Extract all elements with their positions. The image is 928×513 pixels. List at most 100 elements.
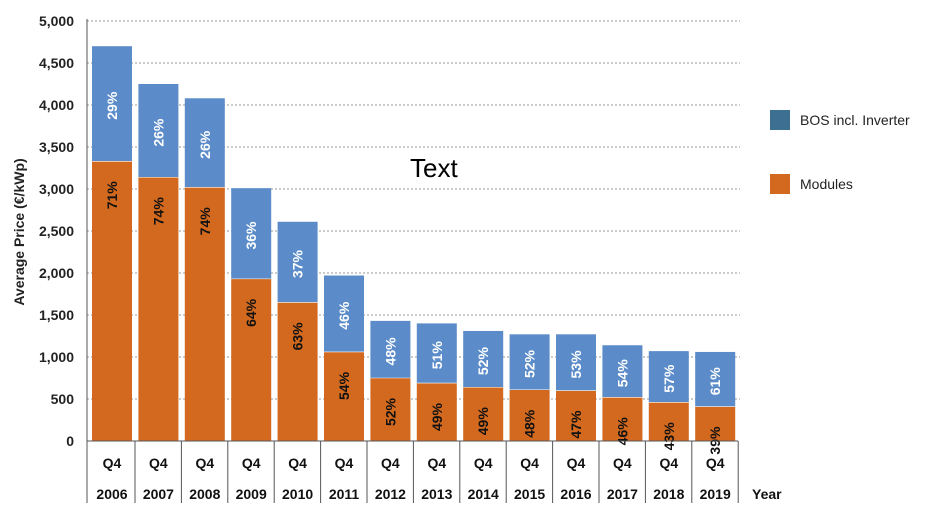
data-label-modules: 52% (382, 397, 398, 426)
x-tick-year: 2010 (282, 486, 313, 502)
data-label-bos: 46% (336, 301, 352, 330)
x-tick-quarter: Q4 (520, 455, 539, 471)
bar-modules (695, 406, 736, 441)
bar-modules (648, 402, 689, 441)
bar-modules (324, 351, 364, 441)
data-label-bos: 54% (614, 359, 630, 388)
x-tick-quarter: Q4 (149, 455, 168, 471)
y-tick-label: 3,500 (39, 139, 74, 155)
legend-label: BOS incl. Inverter (800, 112, 910, 128)
y-tick-label: 3,000 (39, 181, 74, 197)
bar-modules (231, 278, 272, 441)
y-axis-ticks: 0 500 1,000 1,500 2,000 2,500 3,000 3,500 4,000 4… (39, 13, 74, 449)
bar-modules (370, 378, 411, 441)
x-tick-quarter: Q4 (567, 455, 586, 471)
data-label-bos: 48% (382, 337, 398, 366)
data-label-modules: 46% (614, 417, 630, 446)
overlay-text: Text (410, 153, 458, 183)
bar-modules (92, 161, 132, 441)
x-tick-year: 2011 (329, 486, 360, 502)
x-tick-year: 2009 (236, 486, 267, 502)
bar-modules (416, 383, 457, 441)
bar-modules (556, 390, 596, 441)
y-tick-label: 1,500 (39, 307, 74, 323)
y-tick-label: 2,000 (39, 265, 74, 281)
legend-label: Modules (800, 176, 853, 192)
data-label-modules: 47% (568, 410, 584, 439)
bars: 71% 29% 74% 26% 74% 26% 64% 36% 63% 37% 54% 46% 52% 4… (92, 46, 736, 455)
bar-bos (231, 188, 272, 279)
x-tick-quarter: Q4 (335, 455, 354, 471)
x-tick-year: 2017 (607, 486, 638, 502)
y-tick-label: 500 (51, 391, 75, 407)
data-label-bos: 57% (661, 364, 677, 393)
data-label-modules: 49% (475, 407, 491, 436)
data-label-modules: 63% (290, 322, 306, 351)
x-tick-year: 2006 (96, 486, 127, 502)
x-tick-year: 2018 (653, 486, 684, 502)
x-tick-quarter: Q4 (474, 455, 493, 471)
bar-modules (184, 187, 225, 441)
data-label-bos: 37% (290, 250, 306, 279)
bar-modules (277, 302, 318, 441)
bar-bos (184, 98, 225, 188)
x-axis-title: Year (752, 486, 782, 502)
data-label-modules: 43% (661, 422, 677, 451)
bar-bos (277, 221, 318, 303)
x-tick-year: 2012 (375, 486, 406, 502)
data-label-bos: 61% (707, 367, 723, 396)
legend: BOS incl. Inverter Modules (770, 110, 910, 194)
x-tick-quarter: Q4 (659, 455, 678, 471)
bar-bos (92, 46, 132, 162)
x-tick-quarter: Q4 (613, 455, 632, 471)
bar-modules (602, 397, 643, 441)
data-label-modules: 49% (429, 402, 445, 431)
y-tick-label: 1,000 (39, 349, 74, 365)
data-label-bos: 26% (150, 118, 166, 147)
data-label-bos: 52% (475, 347, 491, 376)
y-axis-label: Average Price (€/kWp) (11, 158, 27, 305)
bar-bos (602, 345, 643, 398)
data-label-bos: 51% (429, 341, 445, 370)
data-label-modules: 74% (150, 197, 166, 226)
data-label-bos: 53% (568, 350, 584, 379)
data-label-modules: 74% (197, 207, 213, 236)
bar-bos (138, 84, 179, 178)
x-tick-year: 2016 (560, 486, 591, 502)
y-tick-label: 4,000 (39, 97, 74, 113)
bar-bos (648, 351, 689, 403)
data-label-bos: 26% (197, 130, 213, 159)
x-tick-quarter: Q4 (195, 455, 214, 471)
legend-swatch (770, 174, 790, 194)
x-tick-year: 2008 (189, 486, 220, 502)
bar-modules (138, 177, 179, 442)
data-label-bos: 36% (243, 221, 259, 250)
x-tick-quarter: Q4 (103, 455, 122, 471)
bar-modules (509, 389, 550, 441)
bar-bos (370, 320, 411, 378)
data-label-modules: 48% (522, 409, 538, 438)
x-tick-year: 2013 (421, 486, 452, 502)
bar-bos (416, 323, 457, 384)
bar-bos (509, 334, 550, 390)
x-tick-year: 2007 (143, 486, 174, 502)
x-tick-year: 2019 (700, 486, 731, 502)
x-tick-quarter: Q4 (242, 455, 261, 471)
data-label-modules: 71% (104, 181, 120, 210)
data-label-modules: 39% (707, 426, 723, 455)
x-tick-quarter: Q4 (381, 455, 400, 471)
x-axis-labels: Q4 2006 Q4 2007 Q4 2008 Q4 2009 Q4 2010 Q4 2011 Q4 20… (86, 440, 739, 503)
data-label-bos: 52% (522, 349, 538, 378)
y-tick-label: 0 (66, 433, 74, 449)
y-tick-label: 4,500 (39, 55, 74, 71)
x-tick-quarter: Q4 (706, 455, 725, 471)
legend-swatch (770, 110, 790, 130)
bar-bos (695, 351, 736, 407)
y-tick-label: 2,500 (39, 223, 74, 239)
data-label-bos: 29% (104, 91, 120, 120)
bar-modules (463, 387, 504, 441)
x-tick-year: 2014 (468, 486, 499, 502)
data-label-modules: 64% (243, 298, 259, 327)
x-tick-year: 2015 (514, 486, 545, 502)
